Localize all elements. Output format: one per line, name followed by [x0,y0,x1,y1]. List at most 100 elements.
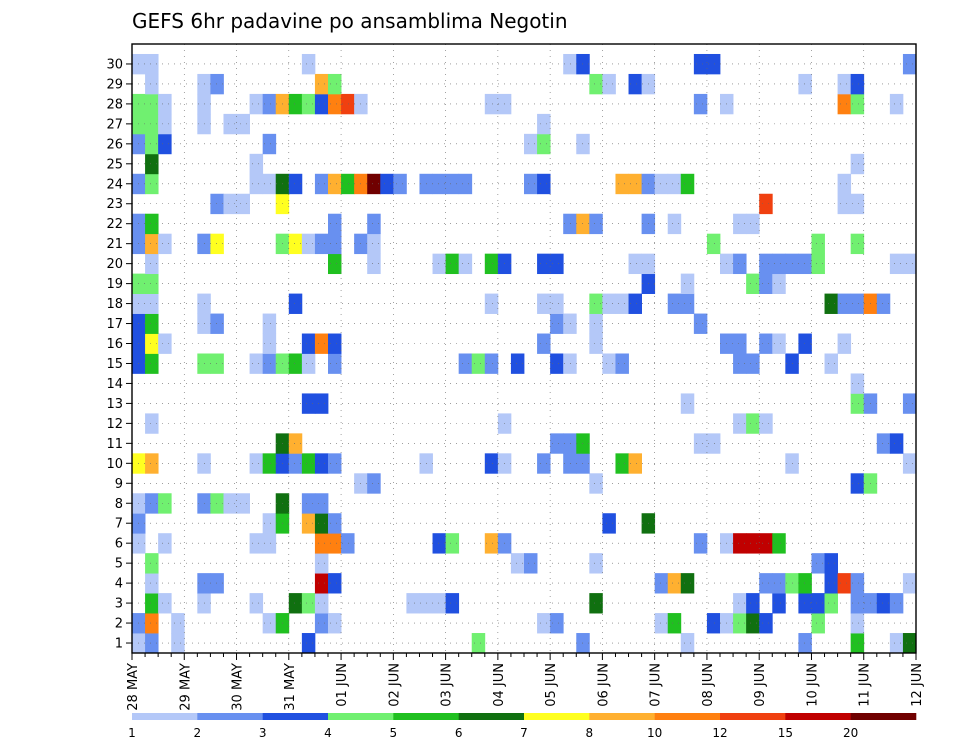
heatmap-cell [824,353,838,374]
heatmap-cell [432,173,446,195]
y-tick-label: 2 [115,617,123,632]
heatmap-cell [537,613,551,634]
heatmap-cell [328,453,342,474]
heatmap-cell [301,353,316,374]
y-tick-label: 30 [106,57,123,72]
heatmap-cell [210,573,224,594]
heatmap-cell [328,213,342,235]
heatmap-cell [510,553,525,574]
heatmap-cell [314,333,329,354]
heatmap-cell [680,393,695,414]
heatmap-cell [746,593,760,614]
heatmap-cell [249,173,264,195]
y-tick-label: 25 [106,157,123,172]
heatmap-cell [798,253,812,275]
heatmap-cell [667,573,682,594]
heatmap-cell [145,293,159,314]
heatmap-cell [824,593,838,614]
heatmap-cell [223,493,237,514]
heatmap-cell [158,93,172,115]
heatmap-cell [249,353,264,374]
y-tick-label: 7 [115,517,123,532]
heatmap-cell [145,233,159,255]
heatmap-cell [367,173,381,195]
x-tick-label: 08 JUN [701,663,716,707]
heatmap-cell [602,73,616,95]
heatmap-cell [314,533,329,554]
heatmap-cell [550,433,564,454]
heatmap-cell [210,493,224,514]
heatmap-cell [328,93,342,115]
legend-tick-label: 15 [778,726,793,740]
heatmap-cell [145,153,159,175]
heatmap-cell [249,93,264,115]
heatmap-cell [733,253,747,275]
heatmap-cell [445,593,460,614]
heatmap-cell [733,613,747,634]
heatmap-cell [733,413,747,434]
heatmap-cell [576,213,590,235]
heatmap-cell [837,193,852,215]
heatmap-cell [667,293,682,314]
heatmap-cell [367,233,381,255]
heatmap-cell [484,533,499,554]
heatmap-cell [262,353,277,374]
y-tick-label: 24 [106,177,123,192]
heatmap-cell [458,253,473,275]
heatmap-cell [667,613,682,634]
heatmap-cell [759,273,773,294]
legend-swatch [328,713,394,720]
x-tick-label: 28 MAY [126,663,141,711]
heatmap-cell [328,533,342,554]
heatmap-cell [458,353,473,374]
heatmap-cell [145,133,159,155]
heatmap-cell [210,313,224,334]
y-tick-label: 3 [115,597,123,612]
heatmap-cell [811,613,825,634]
heatmap-cell [902,53,917,75]
heatmap-cell [602,513,616,534]
heatmap-cell [889,633,904,654]
heatmap-cell [733,593,747,614]
heatmap-cell [484,93,499,115]
heatmap-cell [589,473,603,494]
heatmap-cell [210,233,224,255]
heatmap-cell [158,533,172,554]
heatmap-cell [301,393,316,414]
heatmap-cell [589,293,603,314]
heatmap-cell [314,93,329,115]
y-tick-label: 12 [106,417,123,432]
heatmap-cell [850,393,865,414]
y-tick-label: 19 [106,277,123,292]
heatmap-cell [746,533,760,554]
heatmap-cell [145,413,159,434]
heatmap-cell [837,293,852,314]
heatmap-cell [341,93,355,115]
heatmap-cell [850,633,865,654]
heatmap-cell [262,173,277,195]
heatmap-cell [746,413,760,434]
heatmap-cell [262,313,277,334]
heatmap-cell [262,133,277,155]
heatmap-cell [902,573,917,594]
heatmap-cell [680,173,695,195]
legend-swatch [785,713,851,720]
heatmap-cell [563,53,577,75]
heatmap-cell [693,433,708,454]
heatmap-cell [550,253,564,275]
heatmap-cell [798,73,812,95]
heatmap-cell [576,433,590,454]
heatmap-cell [484,253,499,275]
legend-swatch [197,713,263,720]
heatmap-cell [550,613,564,634]
heatmap-cell [889,253,904,275]
heatmap-cell [759,533,773,554]
y-tick-label: 22 [106,217,123,232]
heatmap-cell [693,93,708,115]
heatmap-cell [602,353,616,374]
heatmap-cell [654,573,669,594]
heatmap-cell [171,613,185,634]
heatmap-cell [798,633,812,654]
y-tick-label: 13 [106,397,123,412]
heatmap-cell [145,273,159,294]
